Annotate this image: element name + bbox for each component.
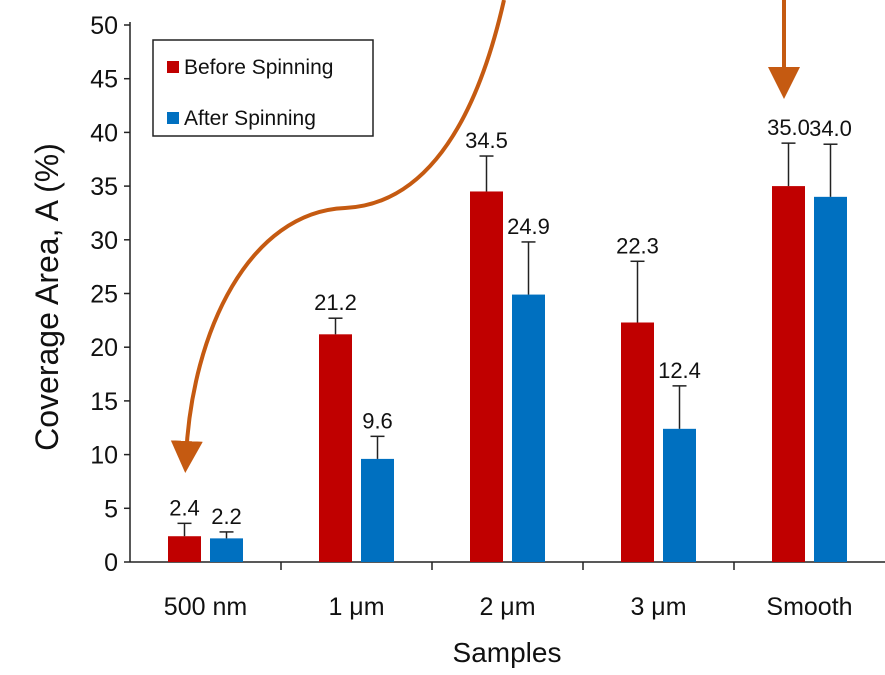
x-tick-label: 500 nm — [164, 593, 247, 621]
data-label: 2.2 — [211, 504, 242, 529]
legend-label-before-spinning: Before Spinning — [184, 56, 333, 79]
legend-box — [152, 39, 374, 137]
bar — [663, 428, 696, 562]
y-tick-label: 40 — [90, 119, 118, 147]
legend: Before Spinning After Spinning — [152, 39, 374, 137]
x-axis-title: Samples — [453, 637, 562, 668]
y-tick-label: 30 — [90, 227, 118, 255]
data-label: 22.3 — [616, 233, 659, 258]
y-tick-label: 0 — [104, 549, 118, 577]
bar — [470, 191, 503, 562]
x-tick-label: 3 μm — [630, 593, 686, 621]
data-label: 9.6 — [362, 408, 393, 433]
bar — [772, 186, 805, 562]
bar — [361, 458, 394, 562]
y-tick-label: 25 — [90, 281, 118, 309]
data-label: 34.0 — [809, 116, 852, 141]
y-tick-label: 10 — [90, 442, 118, 470]
y-tick-label: 15 — [90, 388, 118, 416]
legend-swatch-before-spinning — [167, 61, 179, 73]
y-tick-label: 20 — [90, 334, 118, 362]
y-tick-label: 45 — [90, 66, 118, 94]
x-tick-label: 2 μm — [479, 593, 535, 621]
y-axis-title: Coverage Area, A (%) — [29, 143, 65, 451]
bar — [168, 536, 201, 562]
bar — [210, 538, 243, 562]
y-tick-label: 5 — [104, 495, 118, 523]
data-label: 2.4 — [169, 495, 200, 520]
bar — [319, 334, 352, 562]
data-label: 34.5 — [465, 128, 508, 153]
data-label: 21.2 — [314, 290, 357, 315]
bar — [512, 294, 545, 562]
plot-area: 0 5 10 15 20 25 30 35 40 45 50 500 nm 1 μm 2 μm 3 μm Sm… — [90, 12, 885, 621]
bar — [621, 322, 654, 562]
x-tick-label: 1 μm — [328, 593, 384, 621]
data-label: 24.9 — [507, 214, 550, 239]
x-tick-label: Smooth — [766, 593, 852, 621]
data-label: 12.4 — [658, 358, 701, 383]
y-tick-label: 35 — [90, 173, 118, 201]
y-tick-label: 50 — [90, 12, 118, 40]
data-label: 35.0 — [767, 115, 810, 140]
legend-label-after-spinning: After Spinning — [184, 107, 316, 130]
legend-swatch-after-spinning — [167, 112, 179, 124]
bar — [814, 196, 847, 562]
annotation-arrow-500nm — [170, 0, 506, 473]
